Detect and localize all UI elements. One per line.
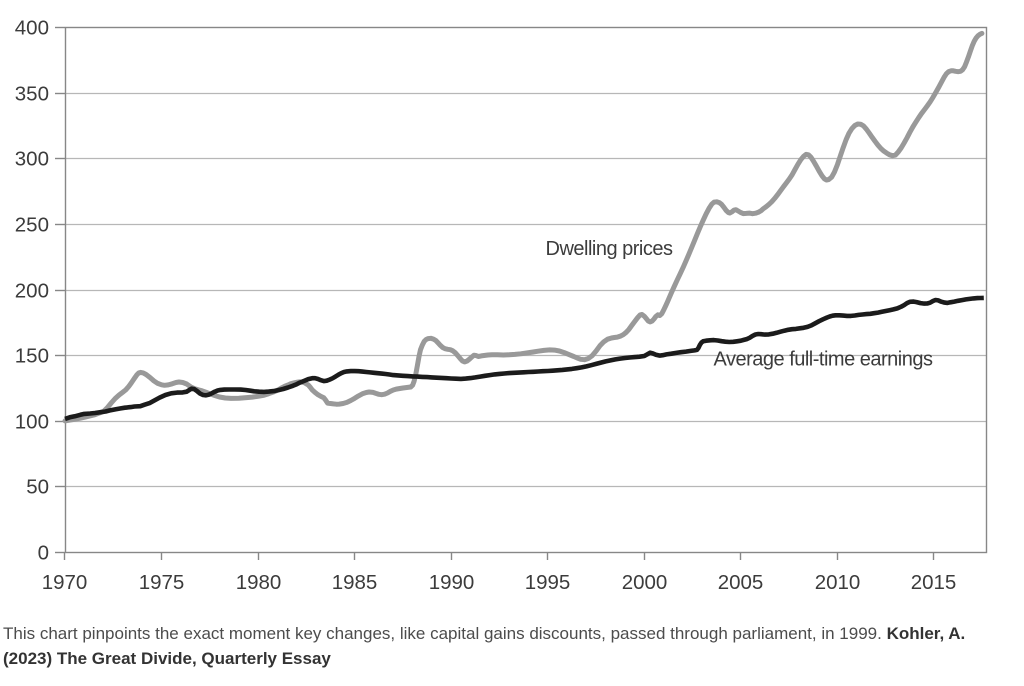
svg-text:2010: 2010 xyxy=(815,571,861,594)
svg-text:50: 50 xyxy=(26,476,49,499)
svg-text:400: 400 xyxy=(15,17,49,40)
svg-text:200: 200 xyxy=(15,280,49,303)
svg-text:1975: 1975 xyxy=(139,571,185,594)
svg-text:1990: 1990 xyxy=(429,571,475,594)
svg-text:2015: 2015 xyxy=(911,571,957,594)
svg-text:1985: 1985 xyxy=(332,571,378,594)
svg-text:250: 250 xyxy=(15,214,49,237)
svg-text:150: 150 xyxy=(15,345,49,368)
svg-text:Dwelling prices: Dwelling prices xyxy=(546,238,673,260)
svg-text:300: 300 xyxy=(15,148,49,171)
svg-text:350: 350 xyxy=(15,83,49,106)
svg-text:1995: 1995 xyxy=(525,571,571,594)
svg-text:Average full-time earnings: Average full-time earnings xyxy=(714,349,933,371)
svg-text:0: 0 xyxy=(38,542,49,565)
svg-text:100: 100 xyxy=(15,411,49,434)
svg-text:1980: 1980 xyxy=(236,571,282,594)
svg-text:1970: 1970 xyxy=(42,571,88,594)
svg-text:2005: 2005 xyxy=(718,571,764,594)
svg-text:2000: 2000 xyxy=(622,571,668,594)
